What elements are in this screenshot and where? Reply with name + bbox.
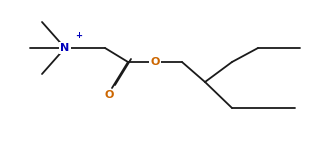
Text: O: O <box>104 90 114 100</box>
Text: +: + <box>75 31 82 40</box>
Text: N: N <box>60 43 70 53</box>
Text: O: O <box>150 57 160 67</box>
